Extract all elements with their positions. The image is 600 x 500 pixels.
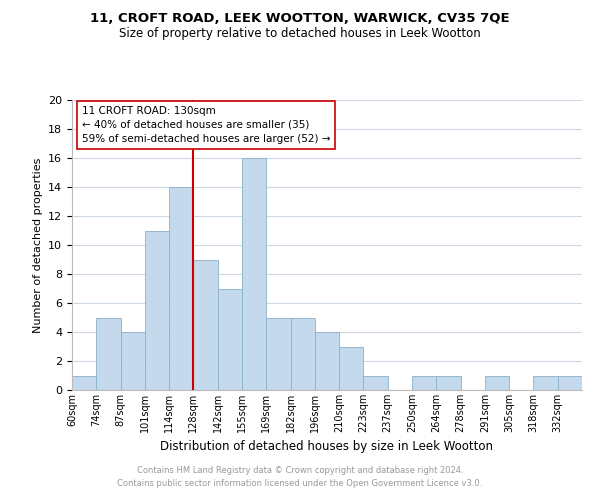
Text: Size of property relative to detached houses in Leek Wootton: Size of property relative to detached ho… — [119, 28, 481, 40]
X-axis label: Distribution of detached houses by size in Leek Wootton: Distribution of detached houses by size … — [161, 440, 493, 454]
Bar — [436, 376, 461, 390]
Bar — [218, 288, 242, 390]
Bar — [412, 376, 436, 390]
Bar — [145, 230, 169, 390]
Bar — [339, 346, 364, 390]
Bar — [485, 376, 509, 390]
Text: 11 CROFT ROAD: 130sqm
← 40% of detached houses are smaller (35)
59% of semi-deta: 11 CROFT ROAD: 130sqm ← 40% of detached … — [82, 106, 330, 144]
Bar — [290, 318, 315, 390]
Bar — [121, 332, 145, 390]
Bar — [315, 332, 339, 390]
Bar — [533, 376, 558, 390]
Bar — [558, 376, 582, 390]
Bar — [193, 260, 218, 390]
Bar — [96, 318, 121, 390]
Bar — [242, 158, 266, 390]
Bar — [266, 318, 290, 390]
Bar — [169, 187, 193, 390]
Y-axis label: Number of detached properties: Number of detached properties — [32, 158, 43, 332]
Text: Contains HM Land Registry data © Crown copyright and database right 2024.
Contai: Contains HM Land Registry data © Crown c… — [118, 466, 482, 487]
Bar — [364, 376, 388, 390]
Bar — [72, 376, 96, 390]
Text: 11, CROFT ROAD, LEEK WOOTTON, WARWICK, CV35 7QE: 11, CROFT ROAD, LEEK WOOTTON, WARWICK, C… — [90, 12, 510, 26]
